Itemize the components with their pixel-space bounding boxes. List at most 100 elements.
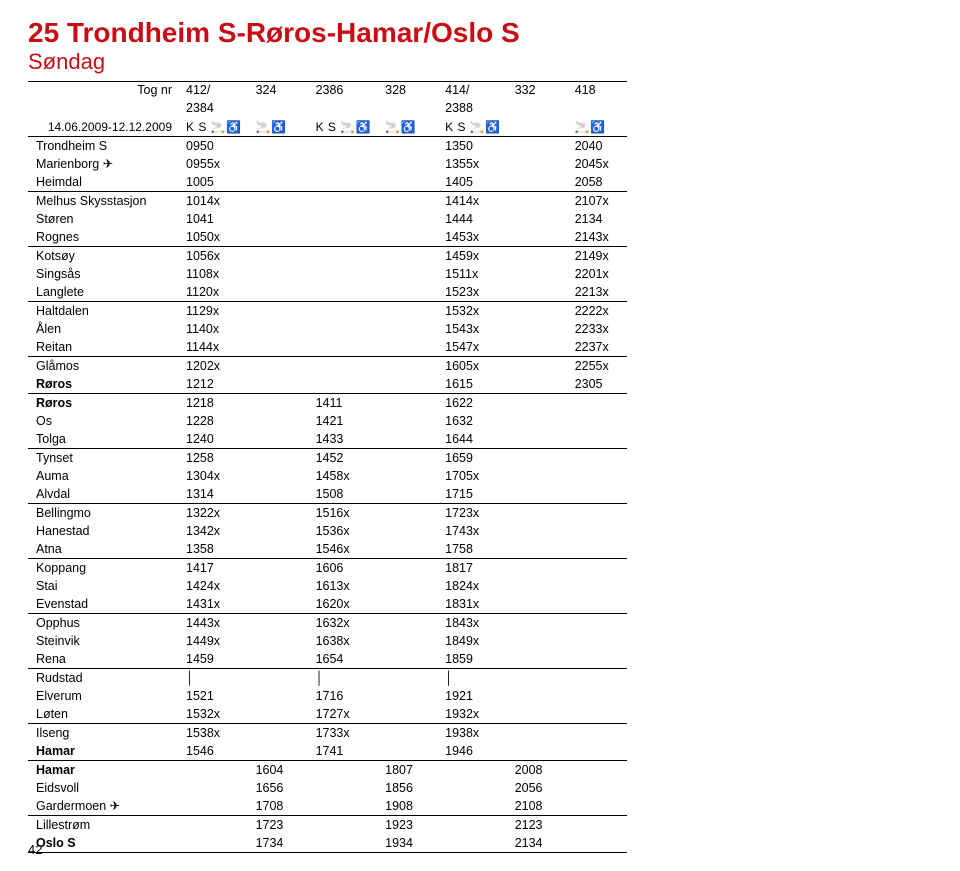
train-col-sub-3 — [377, 100, 437, 118]
time-cell — [377, 228, 437, 247]
time-cell — [248, 246, 308, 265]
time-cell: 1831x — [437, 595, 507, 614]
time-cell — [248, 283, 308, 302]
station-name: Stai — [28, 577, 178, 595]
time-cell: 1202x — [178, 356, 248, 375]
station-name: Ilseng — [28, 723, 178, 742]
time-cell — [507, 246, 567, 265]
time-cell: 1716 — [308, 687, 378, 705]
time-cell — [567, 650, 627, 669]
station-name: Hamar — [28, 742, 178, 761]
time-cell: 1322x — [178, 503, 248, 522]
time-cell: 2108 — [507, 797, 567, 816]
time-cell: 1405 — [437, 173, 507, 192]
time-cell — [507, 283, 567, 302]
time-cell: 1453x — [437, 228, 507, 247]
time-cell — [308, 228, 378, 247]
time-cell: 2149x — [567, 246, 627, 265]
time-cell — [567, 687, 627, 705]
time-cell — [308, 797, 378, 816]
time-cell — [567, 412, 627, 430]
time-cell — [377, 375, 437, 394]
time-cell — [507, 173, 567, 192]
station-name: Eidsvoll — [28, 779, 178, 797]
train-col-2: 2386 — [308, 81, 378, 100]
time-cell — [507, 338, 567, 357]
symbols-col-3: 🚬♿ — [377, 118, 437, 137]
time-cell — [567, 467, 627, 485]
time-cell: 1908 — [377, 797, 437, 816]
station-name: Rognes — [28, 228, 178, 247]
time-cell: 1411 — [308, 393, 378, 412]
time-cell: 1654 — [308, 650, 378, 669]
time-cell: 1041 — [178, 210, 248, 228]
station-name: Melhus Skysstasjon — [28, 191, 178, 210]
time-cell — [507, 668, 567, 687]
symbols-col-6: 🚬♿ — [567, 118, 627, 137]
time-cell: 1538x — [178, 723, 248, 742]
time-cell — [308, 338, 378, 357]
timetable-page: 25 Trondheim S-Røros-Hamar/Oslo S Søndag… — [0, 0, 960, 871]
time-cell: 1516x — [308, 503, 378, 522]
time-cell — [507, 723, 567, 742]
station-name: Opphus — [28, 613, 178, 632]
station-name: Røros — [28, 393, 178, 412]
time-cell — [507, 412, 567, 430]
time-cell — [507, 577, 567, 595]
time-cell — [507, 265, 567, 283]
symbols-col-0: K S 🚬♿ — [178, 118, 248, 137]
time-cell — [248, 191, 308, 210]
time-cell — [507, 705, 567, 724]
time-cell — [437, 779, 507, 797]
station-name: Oslo S — [28, 834, 178, 853]
time-cell — [377, 356, 437, 375]
station-name: Støren — [28, 210, 178, 228]
time-cell: 2222x — [567, 301, 627, 320]
station-name: Koppang — [28, 558, 178, 577]
symbols-col-5 — [507, 118, 567, 137]
time-cell — [507, 448, 567, 467]
time-cell — [437, 834, 507, 853]
time-cell: 1723x — [437, 503, 507, 522]
time-cell: 1923 — [377, 815, 437, 834]
time-cell: 1536x — [308, 522, 378, 540]
time-cell — [178, 779, 248, 797]
time-cell: 1547x — [437, 338, 507, 357]
time-cell — [567, 797, 627, 816]
time-cell — [248, 173, 308, 192]
station-name: Glåmos — [28, 356, 178, 375]
station-name: Marienborg ✈ — [28, 155, 178, 173]
time-cell: 1727x — [308, 705, 378, 724]
time-cell: 1314 — [178, 485, 248, 504]
time-cell: 1620x — [308, 595, 378, 614]
time-cell — [507, 375, 567, 394]
time-cell: 2045x — [567, 155, 627, 173]
time-cell — [308, 301, 378, 320]
time-cell: 2107x — [567, 191, 627, 210]
time-cell — [248, 393, 308, 412]
time-cell: 1715 — [437, 485, 507, 504]
symbols-col-4: K S 🚬♿ — [437, 118, 507, 137]
time-cell: 1705x — [437, 467, 507, 485]
time-cell — [377, 650, 437, 669]
time-cell — [248, 632, 308, 650]
time-cell — [567, 558, 627, 577]
station-name: Rudstad — [28, 668, 178, 687]
time-cell — [567, 834, 627, 853]
time-cell: 1849x — [437, 632, 507, 650]
time-cell — [377, 301, 437, 320]
time-cell: 1218 — [178, 393, 248, 412]
train-col-sub-5 — [507, 100, 567, 118]
time-cell: 1921 — [437, 687, 507, 705]
time-cell: 1613x — [308, 577, 378, 595]
time-cell — [507, 356, 567, 375]
time-cell: 2008 — [507, 760, 567, 779]
time-cell: 1240 — [178, 430, 248, 449]
station-name: Reitan — [28, 338, 178, 357]
time-cell — [308, 210, 378, 228]
train-col-4: 414/ — [437, 81, 507, 100]
time-cell — [507, 595, 567, 614]
time-cell: 1932x — [437, 705, 507, 724]
time-cell: │ — [308, 668, 378, 687]
time-cell — [248, 485, 308, 504]
